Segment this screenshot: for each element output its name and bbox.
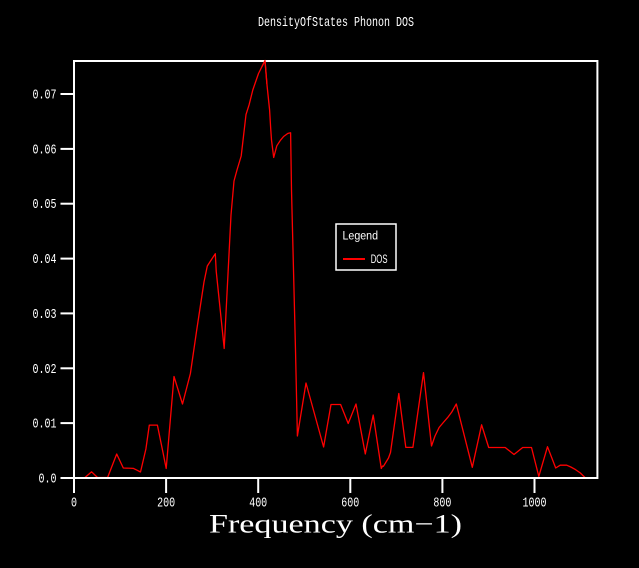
- svg-text:Frequency (cm−1): Frequency (cm−1): [209, 510, 462, 539]
- svg-text:0.04: 0.04: [33, 252, 57, 268]
- svg-text:0.05: 0.05: [33, 197, 57, 213]
- svg-text:DensityOfStates Phonon DOS: DensityOfStates Phonon DOS: [258, 15, 414, 31]
- svg-text:0: 0: [71, 496, 77, 512]
- svg-text:0.01: 0.01: [33, 417, 57, 433]
- svg-text:Legend: Legend: [343, 231, 379, 243]
- svg-text:0.03: 0.03: [33, 307, 57, 323]
- svg-text:600: 600: [341, 496, 359, 512]
- svg-text:0.02: 0.02: [33, 362, 57, 378]
- svg-text:0.06: 0.06: [33, 142, 57, 158]
- svg-text:DOS: DOS: [371, 254, 388, 266]
- svg-text:0.07: 0.07: [33, 88, 57, 104]
- svg-text:400: 400: [249, 496, 267, 512]
- svg-text:1000: 1000: [523, 496, 547, 512]
- svg-text:800: 800: [433, 496, 451, 512]
- svg-text:200: 200: [157, 496, 175, 512]
- svg-text:0.0: 0.0: [39, 472, 57, 488]
